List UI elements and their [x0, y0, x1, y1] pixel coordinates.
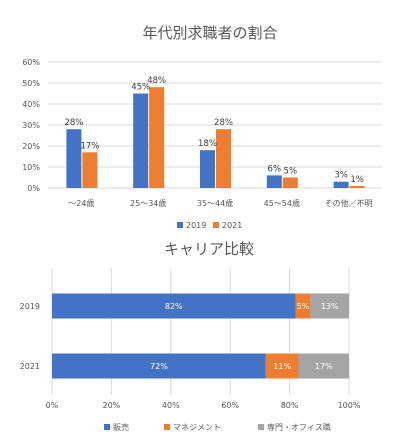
- x-tick-label: 60%: [221, 401, 239, 410]
- x-tick-label: 100%: [338, 401, 361, 410]
- data-label: 13%: [321, 302, 339, 311]
- y-tick-label: 0%: [27, 184, 40, 193]
- y-tick-label: 60%: [22, 58, 40, 67]
- data-label: 5%: [297, 302, 310, 311]
- data-label: 1%: [350, 175, 364, 185]
- legend-label: 2021: [222, 221, 242, 230]
- bar-2021: [282, 177, 298, 188]
- bar-2019: [133, 93, 149, 188]
- x-tick-label: 0%: [46, 401, 59, 410]
- y-tick-label: 2019: [20, 302, 40, 311]
- data-label: 6%: [268, 164, 282, 174]
- data-label: 5%: [284, 167, 298, 177]
- bar-2019: [333, 181, 349, 188]
- data-label: 3%: [334, 171, 348, 181]
- legend-swatch: [258, 424, 264, 430]
- bar-segment: [52, 293, 296, 319]
- x-tick-label: 35〜44歳: [197, 198, 233, 208]
- bar-2019: [66, 129, 82, 188]
- legend-swatch: [177, 222, 183, 228]
- x-tick-label: 80%: [281, 401, 299, 410]
- x-tick-label: 20%: [103, 401, 121, 410]
- chart-title: キャリア比較: [164, 240, 254, 258]
- bar-2019: [200, 150, 215, 188]
- data-label: 48%: [147, 76, 166, 86]
- bar-segment: [310, 293, 349, 319]
- data-label: 45%: [131, 83, 150, 93]
- data-label: 17%: [80, 141, 99, 151]
- age-distribution-chart: 年代別求職者の割合 0% 10% 20% 30% 40% 50% 60% 28% 17% 45%…: [22, 24, 382, 230]
- bar-2021: [216, 129, 231, 188]
- bar-2021: [82, 152, 98, 188]
- data-label: 82%: [165, 302, 183, 311]
- bar-segment: [52, 353, 266, 379]
- data-label: 72%: [150, 362, 168, 371]
- data-label: 17%: [315, 362, 333, 371]
- bar-2019: [266, 175, 282, 188]
- x-tick-label: その他／不明: [325, 198, 373, 208]
- bar-segment: [298, 353, 349, 379]
- legend-label: 2019: [186, 221, 206, 230]
- y-tick-label: 40%: [22, 100, 40, 109]
- x-tick-label: 〜24歳: [68, 198, 94, 208]
- legend-label: マネジメント: [173, 423, 221, 432]
- y-tick-label: 2021: [20, 362, 40, 371]
- legend-label: 専門・オフィス職: [267, 422, 331, 432]
- bar-2021: [349, 185, 365, 188]
- legend-label: 販売: [113, 422, 129, 432]
- legend-swatch: [104, 424, 110, 430]
- legend-swatch: [213, 222, 219, 228]
- legend-swatch: [164, 424, 170, 430]
- data-label: 28%: [64, 118, 83, 128]
- x-tick-label: 25〜34歳: [130, 198, 166, 208]
- bar-segment: [265, 353, 299, 379]
- y-tick-label: 20%: [22, 142, 40, 151]
- chart-title: 年代別求職者の割合: [142, 24, 277, 42]
- data-label: 11%: [273, 362, 291, 371]
- x-tick-label: 40%: [162, 401, 180, 410]
- bar-2021: [149, 87, 165, 188]
- x-tick-label: 45〜54歳: [264, 198, 300, 208]
- data-label: 28%: [214, 118, 233, 128]
- career-comparison-chart: キャリア比較 2019 2021 82% 5% 13% 72% 11% 17% 0% 20% 4…: [20, 240, 361, 432]
- y-tick-label: 50%: [22, 79, 40, 88]
- bar-segment: [295, 293, 311, 319]
- y-tick-label: 30%: [22, 121, 40, 130]
- data-label: 18%: [198, 139, 217, 149]
- y-tick-label: 10%: [22, 163, 40, 172]
